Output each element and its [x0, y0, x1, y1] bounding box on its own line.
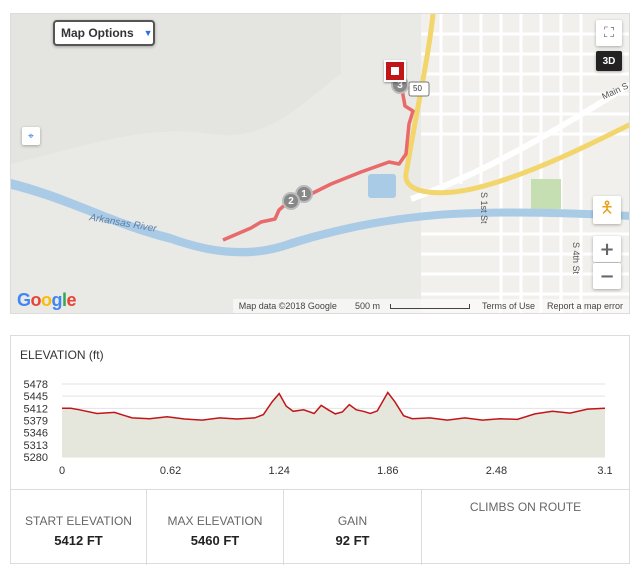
x-tick-label: 1.24	[268, 465, 289, 477]
map-footer: Map data ©2018 Google 500 m Terms of Use…	[232, 299, 629, 313]
map-options-label: Map Options	[61, 26, 134, 40]
stat-label: GAIN	[337, 514, 368, 528]
elevation-panel: ELEVATION (ft) 5280 5313 5346 5379 5412 5445 5…	[10, 335, 630, 565]
elevation-line	[62, 391, 606, 421]
x-tick-label: 0	[59, 465, 65, 477]
map-scale[interactable]: 500 m	[343, 301, 476, 311]
google-logo: Google	[17, 290, 77, 310]
y-tick-label: 5412	[24, 403, 48, 415]
y-tick-label: 5478	[24, 379, 48, 391]
terms-link[interactable]: Terms of Use	[481, 301, 535, 311]
zoom-in-button[interactable]: +	[593, 236, 621, 262]
route-marker-2[interactable]: 2	[282, 192, 300, 210]
chevron-down-icon: ▼	[143, 28, 153, 38]
stat-climbs-on-route: CLIMBS ON ROUTE	[422, 490, 629, 565]
y-tick-label: 5280	[24, 452, 48, 464]
stat-value: 92 FT	[335, 533, 370, 548]
route-shield-label: 50	[413, 84, 422, 93]
route-map[interactable]: 50 Arkansas River Main S S 1st St S 4th …	[10, 13, 630, 314]
finish-flag-icon[interactable]	[384, 60, 406, 82]
y-tick-label: 5346	[24, 428, 48, 440]
fullscreen-button[interactable]: ⛶	[596, 20, 622, 46]
zoom-out-button[interactable]: −	[593, 263, 621, 289]
stat-label: START ELEVATION	[25, 514, 132, 528]
zoom-in-icon: +	[599, 238, 615, 260]
report-error-link[interactable]: Report a map error	[546, 301, 623, 311]
scale-bar	[389, 304, 470, 310]
locate-button[interactable]: ⌖	[22, 127, 40, 145]
zoom-out-icon: −	[599, 265, 615, 287]
y-tick-label: 5445	[24, 391, 48, 403]
stat-gain: GAIN 92 FT	[284, 490, 422, 565]
fullscreen-icon: ⛶	[604, 25, 614, 41]
elevation-title: ELEVATION (ft)	[20, 348, 104, 362]
s4th-street-label: S 4th St	[571, 242, 581, 275]
street-view-pegman[interactable]: 🯅	[593, 196, 621, 224]
elevation-area	[62, 392, 605, 457]
x-tick-label: 3.1	[597, 465, 612, 477]
stat-label: MAX ELEVATION	[167, 514, 263, 528]
route-marker-label: 1	[301, 188, 307, 200]
stat-max-elevation: MAX ELEVATION 5460 FT	[147, 490, 284, 565]
map-canvas[interactable]	[11, 14, 630, 314]
elevation-stats: START ELEVATION 5412 FT MAX ELEVATION 54…	[11, 489, 629, 565]
map-data-credit: Map data ©2018 Google	[238, 301, 337, 311]
map-options-button[interactable]: Map Options ▼	[53, 20, 155, 46]
stat-start-elevation: START ELEVATION 5412 FT	[11, 490, 147, 565]
map-scale-label: 500 m	[354, 301, 380, 311]
crosshair-icon: ⌖	[28, 130, 34, 142]
pegman-icon: 🯅	[599, 197, 615, 217]
stat-label: CLIMBS ON ROUTE	[469, 500, 582, 514]
route-marker-label: 2	[288, 195, 294, 207]
y-tick-label: 5313	[24, 440, 48, 452]
y-tick-label: 5379	[24, 416, 48, 428]
toggle-3d-button[interactable]: 3D	[596, 51, 622, 71]
stat-value: 5412 FT	[54, 533, 103, 548]
route-marker-label: 3	[397, 79, 403, 91]
stat-value: 5460 FT	[190, 533, 240, 548]
x-tick-label: 2.48	[486, 465, 507, 477]
x-tick-label: 0.62	[160, 465, 181, 477]
s1st-street-label: S 1st St	[479, 192, 489, 224]
toggle-3d-label: 3D	[602, 55, 616, 67]
x-tick-label: 1.86	[377, 465, 398, 477]
